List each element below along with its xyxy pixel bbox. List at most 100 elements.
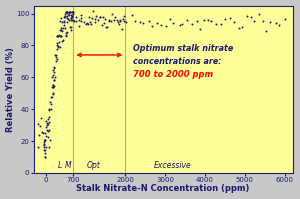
Point (94, 14, 99, 18)
Point (130, 14, 134, 17)
Point (42, 149, 47, 152)
Point (60, 39, 65, 42)
Point (68, 25, 72, 28)
Point (268, 21, 272, 24)
Point (116, 22, 121, 25)
Point (140, 21, 145, 24)
Point (68, 17, 73, 20)
Point (46, 109, 51, 112)
Point (92, 20, 97, 23)
Point (44, 124, 49, 127)
Point (56, 45, 61, 48)
Point (58, 28, 63, 31)
Point (64, 16, 69, 19)
Point (57, 34, 62, 37)
Point (122, 20, 127, 23)
Point (68, 10, 73, 14)
Point (52, 53, 57, 57)
Point (42, 139, 47, 142)
Point (117, 18, 122, 21)
Point (42, 155, 47, 158)
Point (61, 26, 66, 29)
Point (158, 24, 163, 27)
Point (62, 24, 67, 27)
Point (55, 43, 59, 46)
Point (69, 13, 74, 17)
Point (86, 16, 91, 19)
Point (64, 10, 69, 14)
Point (42, 143, 47, 146)
Point (55, 45, 60, 48)
Point (61, 20, 66, 24)
Point (51, 92, 56, 95)
Point (64, 14, 69, 17)
Point (66, 13, 71, 16)
Point (70, 12, 75, 15)
Point (60, 39, 65, 43)
Point (47, 138, 52, 141)
Point (59, 17, 64, 20)
Point (101, 22, 106, 25)
Point (264, 29, 268, 32)
Point (98, 16, 102, 19)
Y-axis label: Relative Yield (%): Relative Yield (%) (6, 47, 15, 132)
Point (59, 34, 64, 37)
Point (252, 19, 256, 22)
Point (49, 95, 54, 98)
Point (59, 26, 64, 29)
Point (236, 26, 241, 29)
Point (59, 29, 64, 32)
Point (109, 19, 114, 22)
Point (46, 116, 51, 119)
Point (68, 16, 73, 19)
Point (184, 19, 189, 22)
Point (209, 20, 214, 23)
Point (55, 34, 60, 38)
Point (64, 10, 69, 14)
Point (277, 23, 282, 26)
Point (46, 128, 51, 132)
Point (85, 22, 90, 25)
Point (112, 15, 117, 18)
Point (69, 28, 74, 31)
Point (91, 10, 96, 13)
Point (228, 16, 232, 20)
Point (282, 18, 287, 21)
Point (77, 18, 82, 21)
Text: concentrations are:: concentrations are: (133, 57, 222, 66)
Point (154, 21, 159, 24)
Point (69, 15, 74, 18)
Point (244, 15, 249, 18)
Point (105, 25, 110, 28)
Point (121, 18, 125, 21)
Point (62, 20, 67, 23)
Point (110, 13, 114, 16)
Point (58, 28, 62, 31)
Point (48, 100, 53, 103)
Point (67, 10, 72, 14)
Point (70, 10, 74, 14)
Point (54, 53, 58, 57)
Point (41, 142, 46, 145)
Point (57, 45, 62, 48)
Point (171, 21, 176, 24)
Point (52, 79, 57, 82)
Point (50, 86, 55, 89)
Point (69, 14, 74, 18)
Point (47, 107, 52, 110)
Point (106, 20, 111, 23)
Point (61, 16, 66, 19)
Point (101, 15, 106, 18)
Point (52, 76, 57, 79)
Point (56, 35, 60, 38)
Point (248, 16, 253, 19)
Point (49, 96, 54, 99)
Point (71, 10, 76, 14)
Point (64, 10, 68, 14)
Point (37, 133, 42, 137)
Point (98, 16, 103, 19)
Point (68, 10, 73, 14)
Point (48, 102, 53, 105)
Point (167, 18, 172, 21)
Point (124, 20, 128, 23)
